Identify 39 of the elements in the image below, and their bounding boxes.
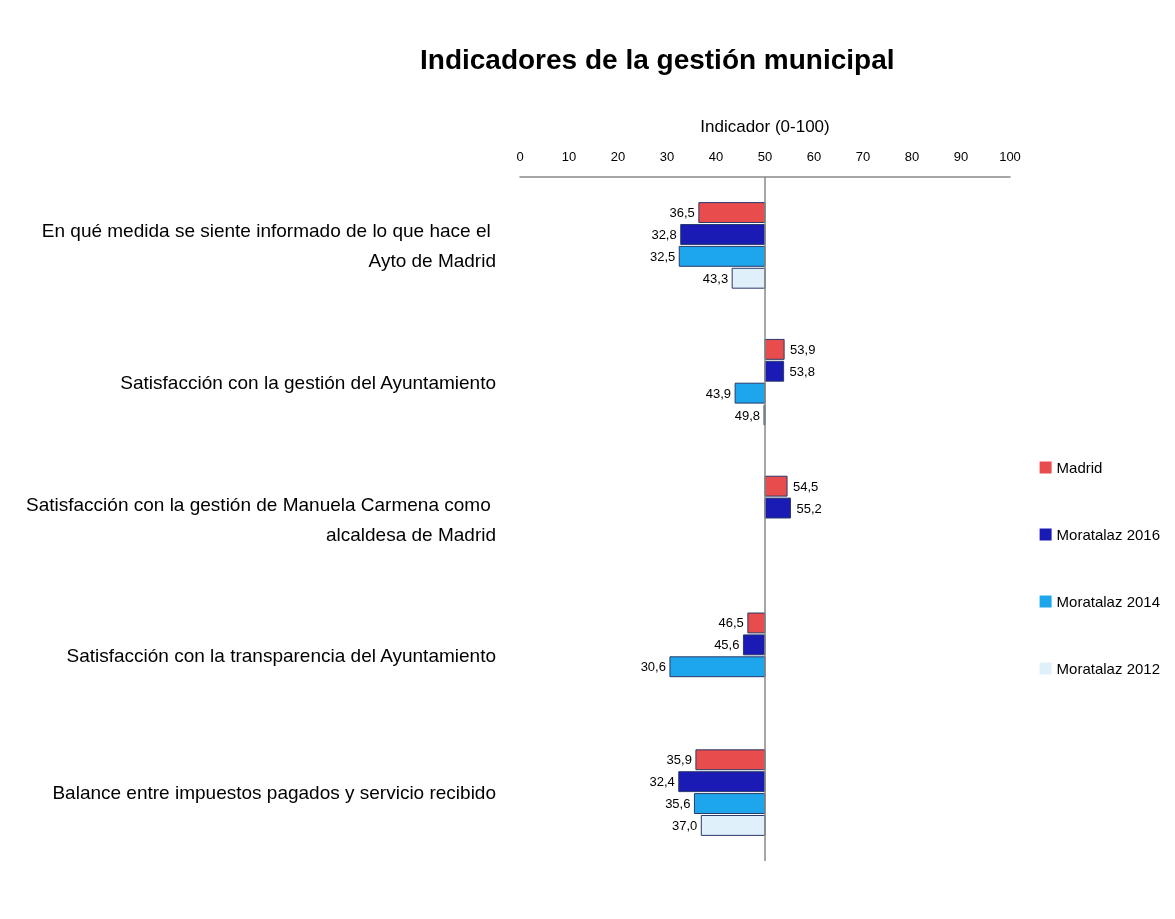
x-tick-label: 50 (757, 149, 773, 164)
data-label: 55,2 (796, 500, 822, 516)
data-label: 32,5 (649, 248, 676, 264)
data-label: 49,8 (734, 407, 761, 423)
legend-label: Moratalaz 2014 (1056, 593, 1161, 610)
data-label: 30,6 (640, 659, 666, 675)
legend-label: Moratalaz 2016 (1056, 526, 1161, 543)
data-label: 45,6 (714, 637, 740, 653)
x-tick-label: 100 (999, 149, 1021, 164)
x-axis-title: Indicador (0-100) (700, 117, 830, 136)
x-tick-label: 70 (855, 149, 871, 164)
data-label: 54,5 (793, 478, 819, 494)
x-tick-label: 90 (953, 149, 969, 164)
data-label: 43,9 (705, 385, 732, 401)
data-label: 32,4 (649, 774, 675, 790)
legend-label: Madrid (1056, 459, 1103, 476)
y-tick-label: Satisfacción con la transparencia del Ayuntamiento (66, 645, 496, 667)
y-tick-label: Balance entre impuestos pagados y servicio recibido (52, 782, 496, 804)
x-tick-label: 20 (610, 149, 626, 164)
data-label: 46,5 (718, 615, 744, 631)
y-tick-label: Satisfacción con la gestión de Manuela Carmena como alcaldesa de Madrid (26, 493, 496, 545)
data-label: 37,0 (671, 817, 698, 833)
x-tick-label: 0 (516, 149, 524, 164)
x-tick-label: 80 (904, 149, 920, 164)
data-label: 35,9 (666, 752, 692, 768)
data-label: 32,8 (651, 226, 677, 242)
y-tick-label: Satisfacción con la gestión del Ayuntamiento (120, 371, 496, 393)
x-tick-label: 10 (561, 149, 577, 164)
data-label: 43,3 (702, 270, 729, 286)
chart-title: Indicadores de la gestión municipal (420, 43, 895, 75)
legend-label: Moratalaz 2012 (1056, 660, 1161, 677)
data-label: 53,9 (790, 341, 816, 357)
x-tick-label: 30 (659, 149, 675, 164)
x-tick-label: 40 (708, 149, 724, 164)
data-label: 35,6 (665, 796, 691, 812)
x-tick-label: 60 (806, 149, 822, 164)
y-tick-label: En qué medida se siente informado de lo que hace el Ayto de Madrid (41, 219, 496, 271)
data-label: 53,8 (789, 363, 815, 379)
data-label: 36,5 (669, 205, 695, 221)
